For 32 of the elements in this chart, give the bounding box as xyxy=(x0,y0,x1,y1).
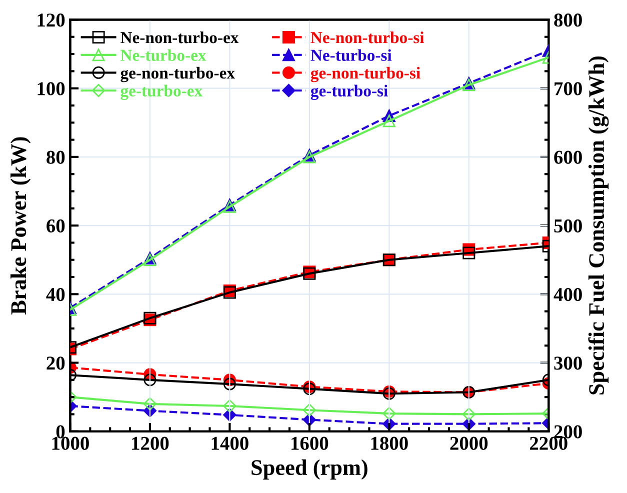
x-tick-label: 1000 xyxy=(52,436,89,450)
y-axis-title: Brake Power (kW) xyxy=(10,137,31,314)
x-tick-label: 1600 xyxy=(292,436,328,450)
x-axis-title: Speed (rpm) xyxy=(252,459,368,480)
legend-label: Ne-non-turbo-si xyxy=(310,31,424,44)
y-tick-label: 0 xyxy=(56,425,65,438)
y2-tick-label: 700 xyxy=(554,82,582,96)
y-tick-label: 80 xyxy=(46,150,65,164)
x-tick-label: 1400 xyxy=(212,436,248,450)
y2-tick-label: 300 xyxy=(554,356,582,370)
legend-label: Ne-turbo-si xyxy=(310,49,392,61)
legend-label: Ne-non-turbo-ex xyxy=(120,31,239,44)
y-tick-label: 60 xyxy=(46,219,65,232)
y2-axis-title: Specific Fuel Consumption (g/kWh) xyxy=(588,56,609,394)
legend-label: ge-turbo-ex xyxy=(120,84,203,100)
x-tick-label: 1200 xyxy=(132,436,169,450)
y-tick-label: 40 xyxy=(46,288,65,302)
y2-tick-label: 200 xyxy=(554,425,582,438)
y2-tick-label: 600 xyxy=(554,150,582,164)
y2-tick-label: 800 xyxy=(554,14,582,27)
legend-label: ge-turbo-si xyxy=(310,84,388,100)
legend-label: Ne-turbo-ex xyxy=(120,49,206,61)
x-tick-label: 1800 xyxy=(371,436,408,450)
x-tick-label: 2000 xyxy=(450,436,488,450)
legend-label: ge-non-turbo-ex xyxy=(120,66,235,82)
x-tick-label: 2200 xyxy=(530,436,568,450)
y2-tick-label: 400 xyxy=(554,288,582,302)
y2-tick-label: 500 xyxy=(554,219,582,232)
legend-label: ge-non-turbo-si xyxy=(310,66,420,82)
y-tick-label: 120 xyxy=(38,14,65,27)
y-tick-label: 100 xyxy=(38,82,65,96)
y-tick-label: 20 xyxy=(46,356,65,370)
